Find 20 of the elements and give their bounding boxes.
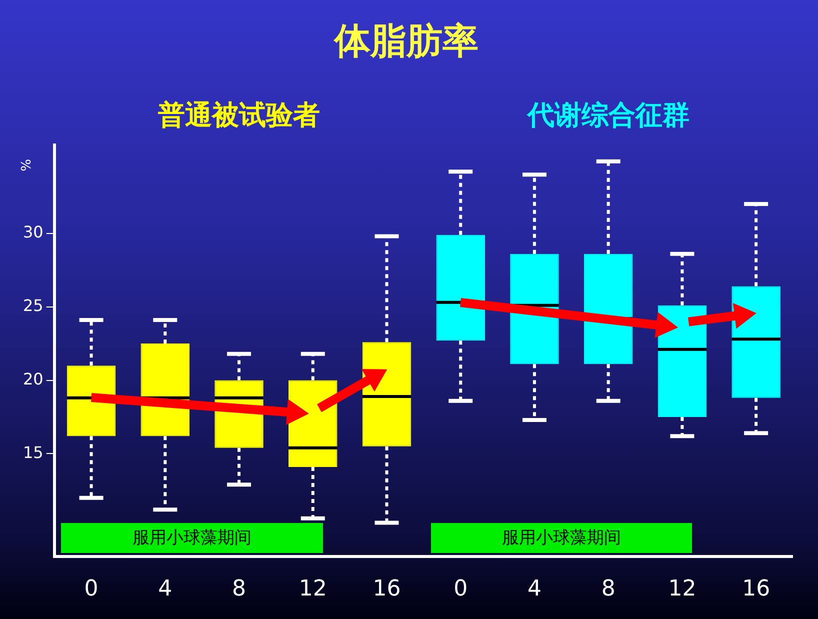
chart-title: 体脂肪率 — [334, 20, 478, 62]
text: 普通被试验者 — [157, 100, 320, 132]
y-tick-label: 15 — [23, 442, 44, 462]
y-tick-label: 30 — [23, 222, 44, 242]
text: 代谢综合征群 — [526, 100, 690, 132]
x-tick-label: 4 — [527, 576, 542, 602]
x-tick-label: 16 — [372, 576, 401, 602]
x-tick-label: 4 — [158, 576, 172, 602]
x-tick-label: 0 — [454, 576, 468, 602]
x-tick-label: 8 — [601, 576, 616, 602]
label-box: 服用小球藻期间 — [430, 522, 692, 553]
y-tick-label: 25 — [23, 296, 44, 315]
x-tick-label: 0 — [84, 576, 98, 602]
x-tick-label: 12 — [668, 576, 696, 602]
x-tick-label: 16 — [742, 576, 770, 602]
x-tick-label: 12 — [298, 576, 327, 602]
label-box: 服用小球藻期间 — [61, 522, 323, 553]
y-axis-title: % — [16, 159, 32, 172]
y-tick-label: 20 — [23, 369, 44, 388]
x-tick-label: 8 — [232, 576, 246, 602]
